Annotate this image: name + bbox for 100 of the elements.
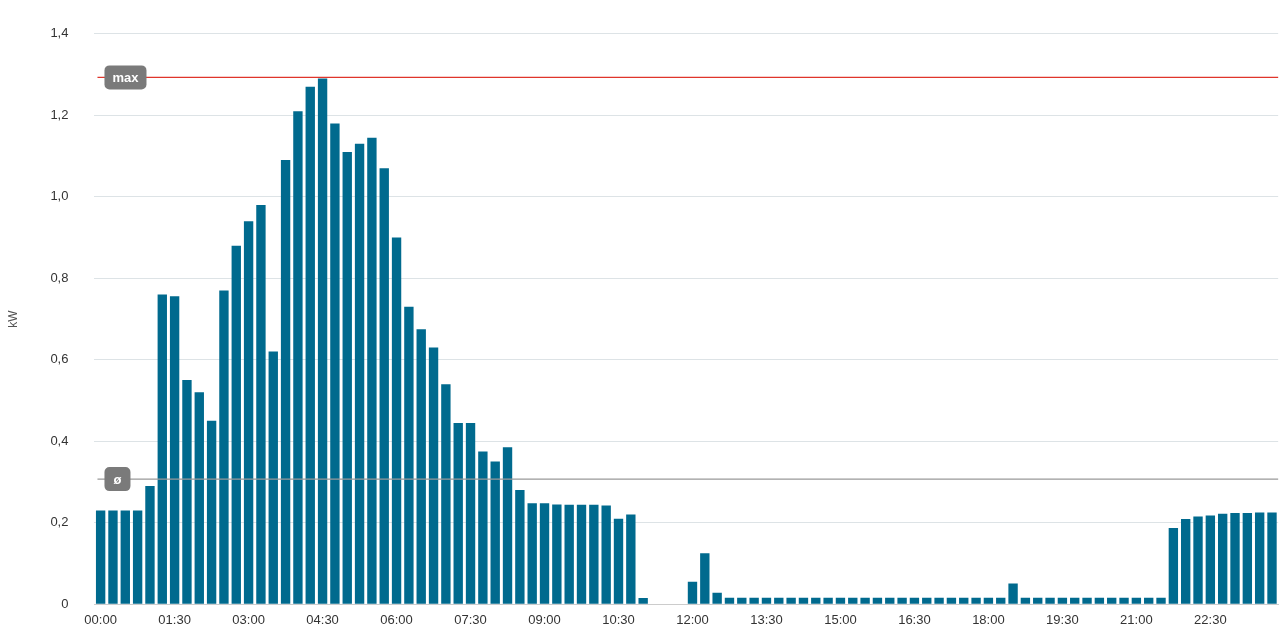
bar bbox=[712, 592, 722, 604]
bar bbox=[798, 597, 809, 604]
bar bbox=[1267, 512, 1277, 604]
bar bbox=[1242, 512, 1253, 604]
bar bbox=[157, 294, 167, 604]
y-tick-label: 0,2 bbox=[50, 514, 69, 530]
bar bbox=[601, 505, 611, 604]
bar bbox=[1193, 516, 1203, 604]
bar bbox=[268, 351, 278, 604]
x-tick-label: 22:30 bbox=[1194, 611, 1227, 627]
bar bbox=[367, 137, 377, 604]
bar bbox=[564, 504, 574, 604]
bar bbox=[589, 504, 599, 604]
bar bbox=[539, 503, 550, 604]
bar bbox=[404, 306, 414, 604]
bar bbox=[848, 597, 858, 604]
bar bbox=[724, 597, 735, 604]
x-tick-label: 01:30 bbox=[158, 611, 191, 627]
bar bbox=[1045, 597, 1055, 604]
y-axis-title: kW bbox=[5, 309, 20, 328]
x-tick-label: 04:30 bbox=[306, 611, 339, 627]
y-tick-label: 0,8 bbox=[50, 269, 69, 285]
y-tick-label: 1,2 bbox=[50, 106, 69, 122]
ref-line-label: ø bbox=[113, 471, 122, 487]
bar bbox=[490, 461, 500, 604]
x-tick-label: 13:30 bbox=[750, 611, 783, 627]
bar bbox=[835, 597, 846, 604]
bar bbox=[811, 597, 821, 604]
bar bbox=[428, 347, 439, 604]
x-tick-label: 07:30 bbox=[454, 611, 487, 627]
bar bbox=[687, 581, 698, 604]
bar bbox=[317, 78, 328, 604]
bar bbox=[145, 486, 155, 604]
x-tick-label: 16:30 bbox=[898, 611, 931, 627]
bar bbox=[885, 597, 895, 604]
bar bbox=[243, 221, 254, 604]
bar bbox=[922, 597, 932, 604]
bar bbox=[182, 380, 192, 604]
bar bbox=[1144, 597, 1154, 604]
ref-line-label: max bbox=[112, 69, 140, 85]
bar bbox=[1181, 519, 1191, 604]
bar bbox=[330, 123, 340, 604]
x-tick-label: 19:30 bbox=[1046, 611, 1079, 627]
bar bbox=[391, 237, 402, 604]
bar bbox=[416, 329, 426, 604]
bar bbox=[638, 598, 648, 604]
bar bbox=[132, 510, 143, 604]
bar bbox=[453, 422, 463, 604]
bar bbox=[120, 510, 130, 604]
bar bbox=[256, 204, 266, 604]
x-tick-label: 03:00 bbox=[232, 611, 265, 627]
bar bbox=[737, 597, 747, 604]
bar bbox=[959, 597, 969, 604]
y-tick-label: 0,6 bbox=[50, 351, 69, 367]
bar bbox=[219, 290, 229, 604]
bar bbox=[823, 597, 833, 604]
x-tick-label: 21:00 bbox=[1120, 611, 1153, 627]
bar bbox=[1230, 512, 1240, 604]
bar bbox=[1020, 597, 1031, 604]
bar bbox=[1008, 583, 1018, 604]
bar bbox=[946, 597, 957, 604]
x-tick-label: 15:00 bbox=[824, 611, 857, 627]
bar bbox=[786, 597, 796, 604]
x-tick-label: 09:00 bbox=[528, 611, 561, 627]
bar bbox=[293, 111, 303, 604]
bar bbox=[1119, 597, 1129, 604]
bar bbox=[897, 597, 907, 604]
x-tick-label: 10:30 bbox=[602, 611, 635, 627]
bar bbox=[934, 597, 944, 604]
bar bbox=[700, 553, 710, 604]
bar bbox=[996, 597, 1006, 604]
x-tick-label: 00:00 bbox=[84, 611, 117, 627]
bar bbox=[354, 143, 365, 604]
bar bbox=[761, 597, 772, 604]
bar bbox=[502, 447, 513, 604]
bar bbox=[983, 597, 994, 604]
bar bbox=[1057, 597, 1068, 604]
x-tick-label: 06:00 bbox=[380, 611, 413, 627]
bar bbox=[108, 510, 118, 604]
x-tick-label: 18:00 bbox=[972, 611, 1005, 627]
bar bbox=[280, 160, 291, 604]
bar bbox=[1156, 597, 1166, 604]
bar bbox=[206, 420, 217, 604]
bar bbox=[231, 245, 241, 604]
bar bbox=[1107, 597, 1117, 604]
bar bbox=[1168, 528, 1179, 604]
bar bbox=[478, 451, 488, 604]
bar bbox=[169, 296, 180, 604]
y-tick-label: 1,4 bbox=[50, 25, 69, 41]
bar bbox=[971, 597, 981, 604]
y-tick-label: 1,0 bbox=[50, 188, 69, 204]
bar bbox=[515, 490, 525, 604]
bar bbox=[379, 168, 389, 604]
bar bbox=[626, 514, 636, 604]
bar bbox=[552, 504, 562, 604]
y-tick-label: 0,4 bbox=[50, 432, 69, 448]
bar bbox=[441, 384, 451, 604]
bar bbox=[774, 597, 784, 604]
bar bbox=[1033, 597, 1043, 604]
bar bbox=[1094, 597, 1105, 604]
